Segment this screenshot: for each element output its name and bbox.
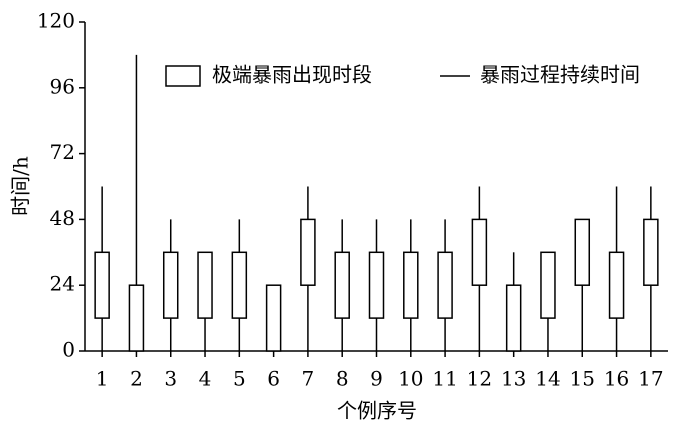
x-tick-label: 12 (467, 367, 492, 391)
x-tick-label: 2 (130, 367, 143, 391)
legend-label: 暴雨过程持续时间 (480, 63, 640, 87)
legend-label: 极端暴雨出现时段 (212, 63, 372, 87)
period-box (197, 251, 213, 319)
x-axis-label: 个例序号 (337, 399, 417, 423)
period-box (608, 251, 625, 319)
period-box (162, 251, 179, 319)
period-box (540, 251, 556, 319)
x-tick-label: 1 (96, 367, 109, 391)
x-tick-label: 8 (336, 367, 349, 391)
x-tick-label: 17 (638, 367, 663, 391)
x-tick-label: 4 (199, 367, 212, 391)
period-box (300, 218, 316, 286)
x-tick-label: 11 (432, 367, 457, 391)
x-tick-label: 9 (370, 367, 383, 391)
x-tick-label: 16 (604, 367, 629, 391)
period-box (368, 251, 385, 319)
y-axis-label: 时间/h (9, 156, 33, 216)
x-tick-label: 5 (233, 367, 246, 391)
x-tick-label: 7 (302, 367, 315, 391)
y-tick-label: 72 (50, 140, 75, 164)
x-tick-label: 10 (398, 367, 423, 391)
period-box (437, 251, 453, 319)
x-tick-label: 13 (501, 367, 526, 391)
period-box (94, 251, 110, 319)
y-tick-label: 96 (50, 74, 75, 98)
x-tick-label: 3 (164, 367, 177, 391)
legend-box (165, 65, 201, 87)
period-box (403, 251, 419, 319)
period-box (231, 251, 248, 319)
period-box (334, 251, 350, 319)
period-box (128, 284, 145, 352)
period-box (643, 218, 659, 286)
period-box (505, 284, 522, 352)
period-box (265, 284, 282, 352)
y-tick-label: 48 (50, 206, 75, 230)
y-tick-label: 24 (50, 272, 75, 296)
x-tick-label: 15 (570, 367, 595, 391)
y-tick-label: 120 (37, 9, 75, 33)
period-box (471, 218, 488, 286)
period-box (574, 218, 591, 286)
x-tick-label: 6 (267, 367, 280, 391)
y-tick-label: 0 (62, 338, 75, 362)
x-tick-label: 14 (535, 367, 560, 391)
